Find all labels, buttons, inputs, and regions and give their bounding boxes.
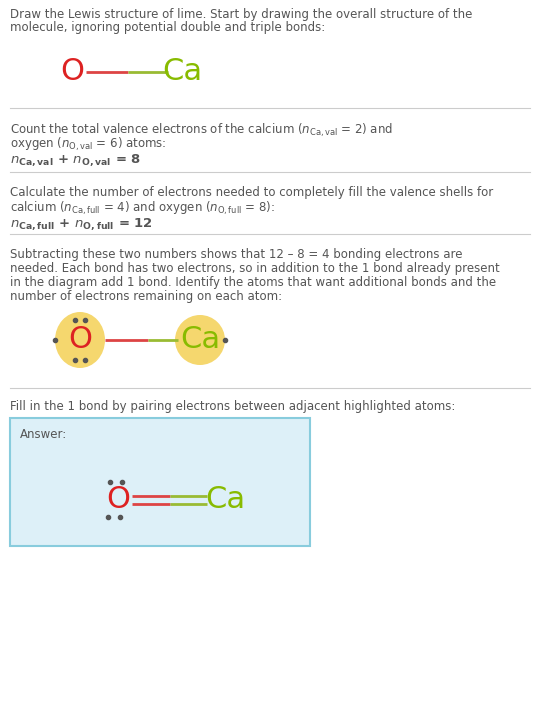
Ellipse shape — [175, 315, 225, 365]
Text: Fill in the 1 bond by pairing electrons between adjacent highlighted atoms:: Fill in the 1 bond by pairing electrons … — [10, 400, 455, 413]
Ellipse shape — [55, 312, 105, 368]
FancyBboxPatch shape — [10, 418, 310, 546]
Text: Answer:: Answer: — [20, 428, 68, 441]
Text: O: O — [106, 486, 130, 515]
Text: Subtracting these two numbers shows that 12 – 8 = 4 bonding electrons are: Subtracting these two numbers shows that… — [10, 248, 462, 261]
Text: calcium ($n_\mathregular{Ca,full}$ = 4) and oxygen ($n_\mathregular{O,full}$ = 8: calcium ($n_\mathregular{Ca,full}$ = 4) … — [10, 200, 275, 217]
Text: molecule, ignoring potential double and triple bonds:: molecule, ignoring potential double and … — [10, 21, 325, 34]
Text: O: O — [60, 57, 84, 87]
Text: Draw the Lewis structure of lime. Start by drawing the overall structure of the: Draw the Lewis structure of lime. Start … — [10, 8, 472, 21]
Text: oxygen ($n_\mathregular{O,val}$ = 6) atoms:: oxygen ($n_\mathregular{O,val}$ = 6) ato… — [10, 136, 166, 153]
Text: needed. Each bond has two electrons, so in addition to the 1 bond already presen: needed. Each bond has two electrons, so … — [10, 262, 500, 275]
Text: $n_\mathregular{Ca,val}$ + $n_\mathregular{O,val}$ = 8: $n_\mathregular{Ca,val}$ + $n_\mathregul… — [10, 152, 141, 168]
Text: Count the total valence electrons of the calcium ($n_\mathregular{Ca,val}$ = 2) : Count the total valence electrons of the… — [10, 122, 393, 139]
Text: O: O — [68, 325, 92, 354]
Text: Ca: Ca — [205, 486, 245, 515]
Text: Calculate the number of electrons needed to completely fill the valence shells f: Calculate the number of electrons needed… — [10, 186, 493, 199]
Text: Ca: Ca — [180, 325, 220, 354]
Text: number of electrons remaining on each atom:: number of electrons remaining on each at… — [10, 290, 282, 303]
Text: Ca: Ca — [162, 57, 202, 87]
Text: in the diagram add 1 bond. Identify the atoms that want additional bonds and the: in the diagram add 1 bond. Identify the … — [10, 276, 496, 289]
Text: $n_\mathregular{Ca,full}$ + $n_\mathregular{O,full}$ = 12: $n_\mathregular{Ca,full}$ + $n_\mathregu… — [10, 216, 153, 232]
